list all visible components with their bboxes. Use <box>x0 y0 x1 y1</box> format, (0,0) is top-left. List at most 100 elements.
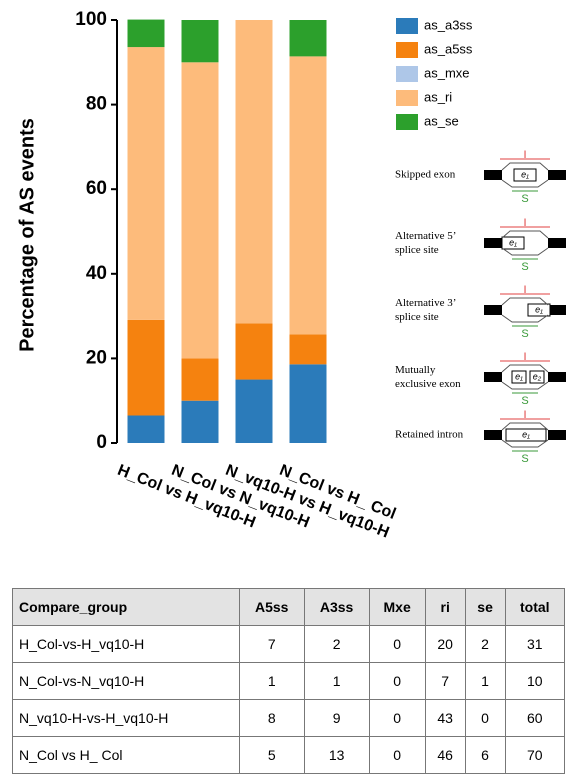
header-cell: Compare_group <box>13 589 240 626</box>
bar-segment <box>290 334 327 364</box>
table-cell: 0 <box>369 663 425 700</box>
y-tick-label: 0 <box>96 432 107 453</box>
event-label: Skipped exon <box>395 169 456 181</box>
table-cell: 5 <box>239 737 304 774</box>
table-cell: 13 <box>304 737 369 774</box>
table-cell: H_Col-vs-H_vq10-H <box>13 626 240 663</box>
exclusion-mark: S <box>521 328 528 340</box>
table-cell: 1 <box>304 663 369 700</box>
legend-label: as_ri <box>424 89 452 104</box>
y-axis-label: Percentage of AS events <box>16 118 38 352</box>
exclusion-mark: S <box>521 395 528 407</box>
header-cell: Mxe <box>369 589 425 626</box>
table-cell: 2 <box>304 626 369 663</box>
exon-block <box>484 305 502 315</box>
chart: Percentage of AS events 020406080100H_Co… <box>0 0 576 580</box>
table-cell: 43 <box>425 700 465 737</box>
legend-swatch <box>396 66 418 82</box>
table-cell: 9 <box>304 700 369 737</box>
header-cell: se <box>465 589 505 626</box>
exon-block <box>548 372 566 382</box>
y-tick-label: 100 <box>75 9 107 30</box>
bar-segment <box>128 320 165 416</box>
event-label: Alternative 5’ splice site <box>395 230 456 256</box>
header-cell: ri <box>425 589 465 626</box>
event-label-line: Alternative 5’ <box>395 230 456 242</box>
exon-block <box>484 170 502 180</box>
bar-segment <box>236 20 273 323</box>
exclusion-mark: S <box>521 193 528 205</box>
exon-block <box>548 238 566 248</box>
legend-label: as_a5ss <box>424 41 473 56</box>
y-tick-label: 40 <box>86 263 107 284</box>
bar-segment <box>236 323 273 379</box>
legend-label: as_se <box>424 113 459 128</box>
event-label-line: Mutually <box>395 364 436 376</box>
bar-segment <box>182 401 219 443</box>
event-label-line: Alternative 3’ <box>395 297 456 309</box>
header-cell: A5ss <box>239 589 304 626</box>
event-label: Retained intron <box>395 429 464 441</box>
table-cell: 0 <box>369 700 425 737</box>
table-cell: 0 <box>369 737 425 774</box>
exclusion-mark: S <box>521 453 528 465</box>
inclusion-mark: I <box>523 351 526 363</box>
bar-segment <box>182 358 219 400</box>
bar-segment <box>182 62 219 358</box>
table-cell: N_Col-vs-N_vq10-H <box>13 663 240 700</box>
table-cell: 20 <box>425 626 465 663</box>
bar-segment <box>290 364 327 443</box>
table-cell: 1 <box>239 663 304 700</box>
table-cell: 60 <box>505 700 564 737</box>
event-label: Alternative 3’ splice site <box>395 297 456 323</box>
inclusion-mark: I <box>523 149 526 161</box>
exon-label: e₁ <box>521 169 529 179</box>
event-label-line: splice site <box>395 244 439 256</box>
bar-segment <box>182 20 219 62</box>
table-cell: N_Col vs H_ Col <box>13 737 240 774</box>
legend-label: as_mxe <box>424 65 470 80</box>
bar-segment <box>128 47 165 320</box>
exon-label: e₁ <box>515 371 523 381</box>
header-cell: total <box>505 589 564 626</box>
exon-label: e₁ <box>535 304 543 314</box>
table-cell: N_vq10-H-vs-H_vq10-H <box>13 700 240 737</box>
exon-block <box>548 430 566 440</box>
y-tick-label: 80 <box>86 94 107 115</box>
event-label: Mutually exclusive exon <box>395 364 461 390</box>
exon-block <box>548 170 566 180</box>
table-cell: 8 <box>239 700 304 737</box>
table-cell: 70 <box>505 737 564 774</box>
table-cell: 0 <box>465 700 505 737</box>
table-cell: 46 <box>425 737 465 774</box>
exon-block <box>484 430 502 440</box>
exon-label: e₁ <box>522 429 530 439</box>
exclusion-mark: S <box>521 261 528 273</box>
event-label-line: exclusive exon <box>395 378 461 390</box>
bar-segment <box>236 380 273 443</box>
bar-segment <box>290 20 327 56</box>
table-cell: 31 <box>505 626 564 663</box>
table-cell: 10 <box>505 663 564 700</box>
bar-segment <box>128 20 165 47</box>
exon-block <box>484 372 502 382</box>
exon-label: e₂ <box>533 371 542 381</box>
inclusion-mark: I <box>523 409 526 421</box>
bar-segment <box>290 56 327 334</box>
table-cell: 2 <box>465 626 505 663</box>
legend-swatch <box>396 18 418 34</box>
legend-swatch <box>396 42 418 58</box>
event-label-line: splice site <box>395 311 439 323</box>
exon-label: e₁ <box>509 237 517 247</box>
table-cell: 7 <box>425 663 465 700</box>
y-tick-label: 20 <box>86 347 107 368</box>
table-cell: 6 <box>465 737 505 774</box>
legend-label: as_a3ss <box>424 17 473 32</box>
bar-segment <box>128 416 165 443</box>
